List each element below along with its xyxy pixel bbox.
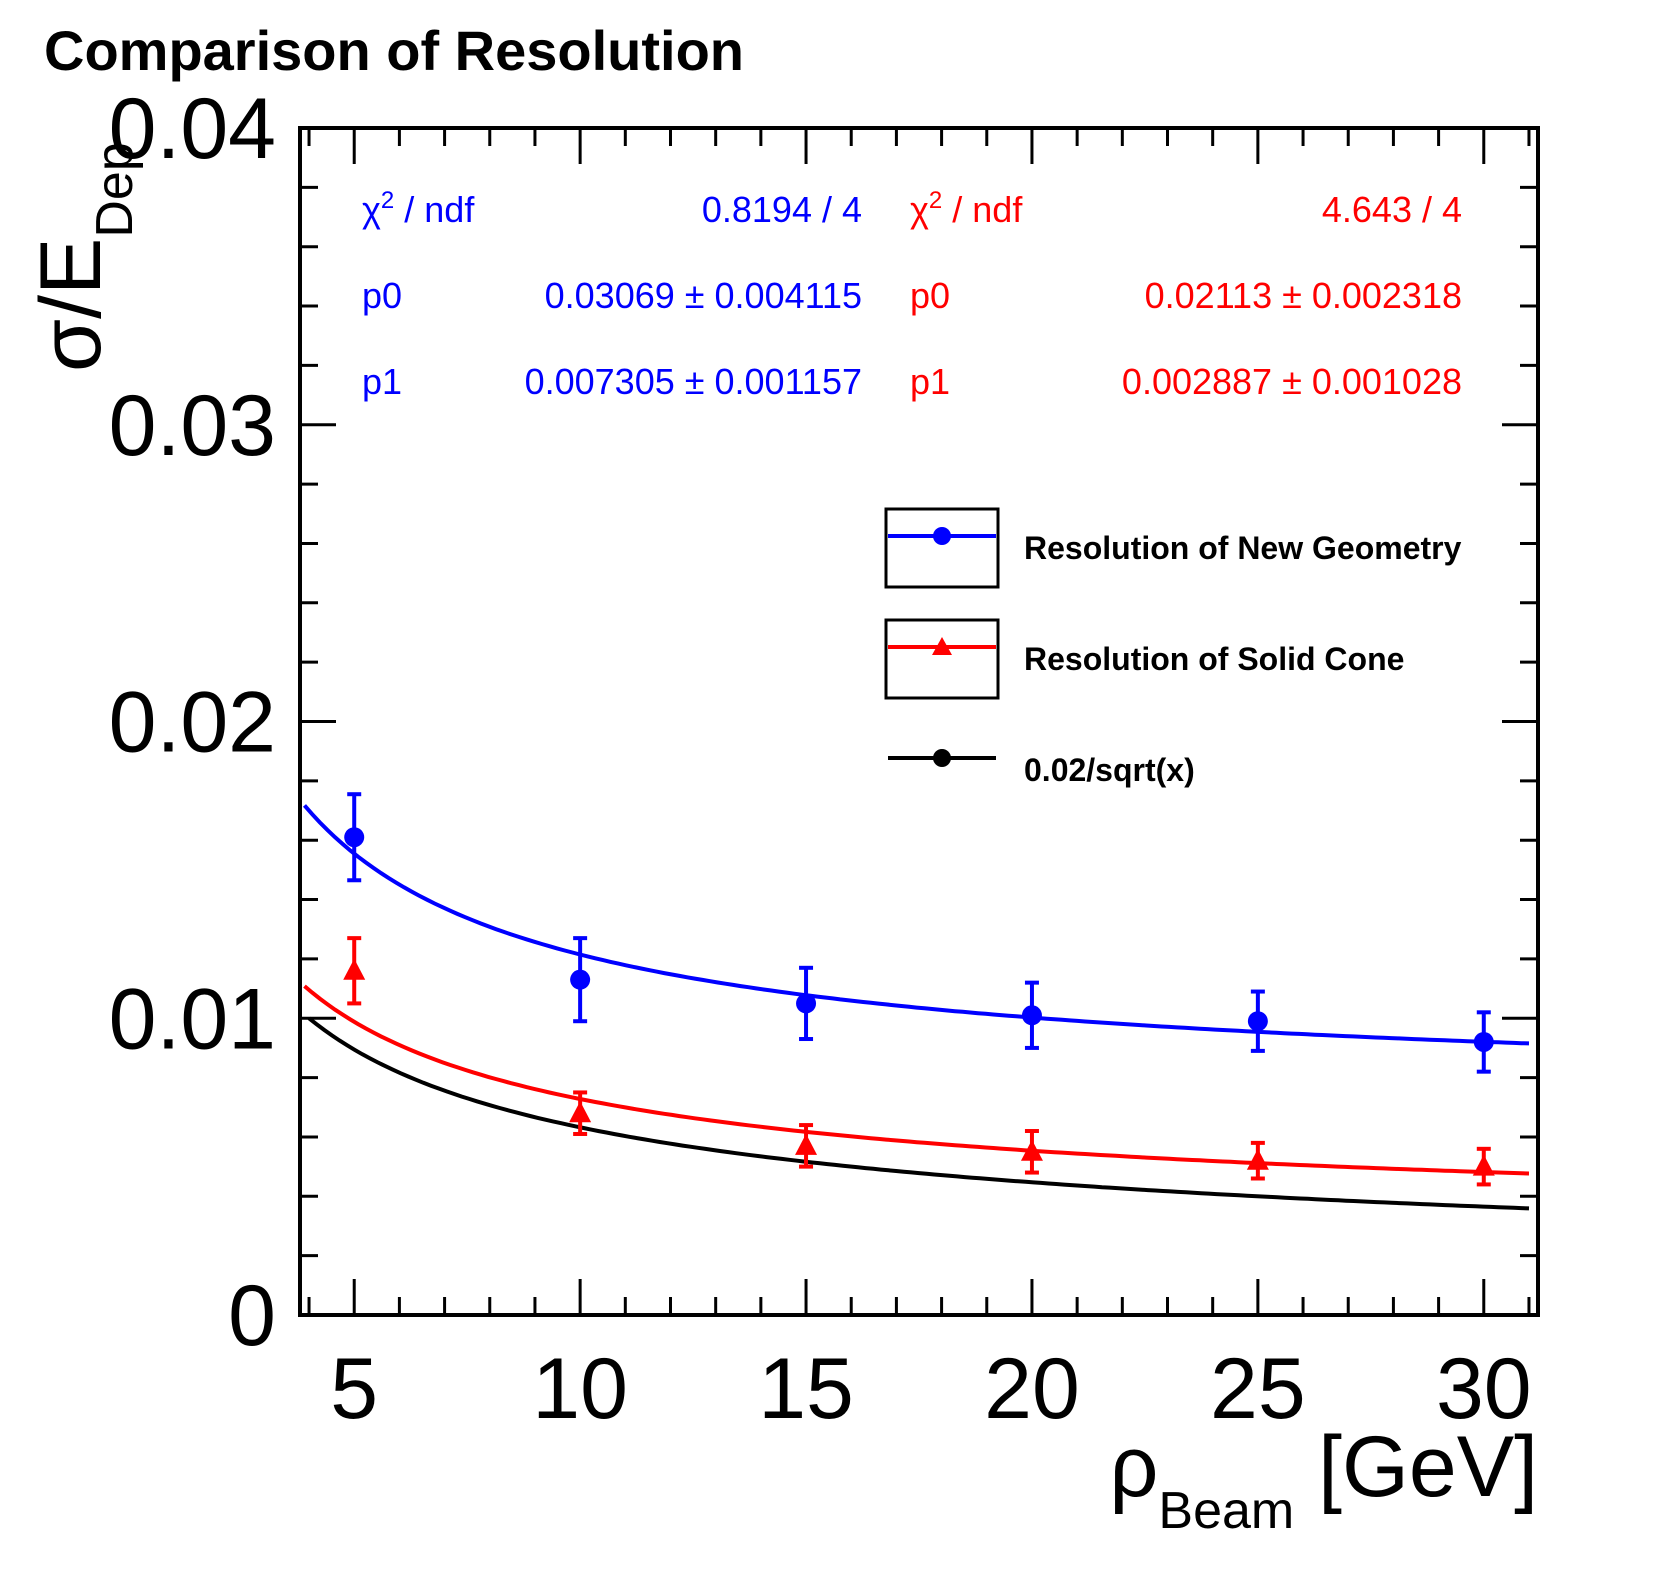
stat-value: 0.007305 ± 0.001157	[525, 361, 862, 402]
y-tick-label: 0	[228, 1268, 276, 1364]
data-point	[1020, 1139, 1043, 1161]
y-tick-label: 0.03	[109, 378, 276, 474]
y-tick-label: 0.04	[109, 81, 276, 177]
stat-value: 0.02113 ± 0.002318	[1145, 275, 1462, 316]
legend-marker	[933, 749, 951, 767]
x-axis-title-symbol: ρ	[1109, 1419, 1158, 1515]
legend-box	[884, 618, 1000, 700]
points-layer	[343, 792, 1495, 1187]
legend-marker	[933, 527, 951, 545]
fit-curve	[302, 804, 1530, 1046]
stat-label: p1	[362, 361, 402, 402]
data-point	[796, 993, 817, 1014]
data-point	[344, 827, 365, 848]
data-point	[570, 969, 591, 990]
y-axis-title-subscript: Dep	[86, 142, 144, 237]
legend-marker	[932, 637, 952, 655]
stat-label: p0	[362, 275, 402, 316]
data-point	[1247, 1011, 1268, 1032]
data-point	[1473, 1031, 1494, 1052]
data-point	[343, 958, 366, 980]
stat-value: 0.8194 / 4	[702, 189, 862, 230]
x-tick-label: 30	[1436, 1341, 1532, 1437]
data-point	[1246, 1148, 1269, 1170]
legend-label: 0.02/sqrt(x)	[1024, 752, 1195, 788]
data-point	[1472, 1154, 1495, 1176]
x-tick-label: 5	[330, 1341, 378, 1437]
stat-label: p1	[910, 361, 950, 402]
reference-curve	[307, 1016, 1530, 1211]
stat-label: χ2 / ndf	[362, 187, 475, 230]
x-tick-label: 10	[532, 1341, 628, 1437]
y-tick-label: 0.01	[109, 971, 276, 1067]
data-point	[795, 1133, 818, 1155]
x-tick-label: 25	[1210, 1341, 1306, 1437]
curves-layer	[302, 804, 1530, 1211]
legend-label: Resolution of Solid Cone	[1024, 641, 1404, 677]
legend-box	[884, 507, 1000, 589]
stat-value: 0.03069 ± 0.004115	[545, 275, 862, 316]
data-point	[569, 1101, 592, 1123]
fit-stats-layer: χ2 / ndf 0.8194 / 4 p0 0.03069 ± 0.004115 p1…	[362, 187, 1462, 402]
x-tick-label: 15	[758, 1341, 854, 1437]
y-axis-title-main: σ/E	[23, 238, 119, 372]
y-tick-label: 0.02	[109, 675, 276, 771]
stat-value: 4.643 / 4	[1322, 189, 1462, 230]
legend-layer: Resolution of New Geometry Resolution of …	[884, 507, 1462, 788]
x-axis-title-unit: [GeV]	[1294, 1419, 1538, 1515]
x-axis-title: ρBeam [GeV]	[1109, 1419, 1538, 1540]
data-point	[1021, 1005, 1042, 1026]
stat-label: χ2 / ndf	[910, 187, 1023, 230]
stat-value: 0.002887 ± 0.001028	[1122, 361, 1462, 402]
axes-layer: 5 10 15 20 25 30 0 0.01 0.02 0.03 0.04	[109, 81, 1540, 1437]
fit-curve	[303, 984, 1530, 1176]
stat-label: p0	[910, 275, 950, 316]
x-axis-title-subscript: Beam	[1158, 1482, 1294, 1540]
chart-title: Comparison of Resolution	[44, 19, 744, 82]
legend-label: Resolution of New Geometry	[1024, 530, 1462, 566]
x-tick-label: 20	[984, 1341, 1080, 1437]
y-axis-title: σ/EDep	[23, 142, 144, 372]
